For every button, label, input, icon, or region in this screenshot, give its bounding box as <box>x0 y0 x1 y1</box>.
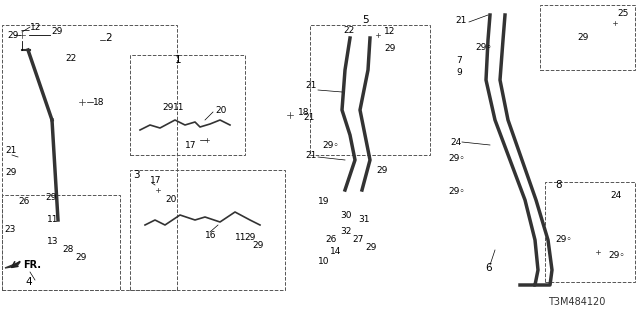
Bar <box>27 220 37 240</box>
Text: —: — <box>21 27 30 36</box>
Text: 29: 29 <box>384 44 396 52</box>
Bar <box>337 110 359 140</box>
Text: FR.: FR. <box>23 260 41 270</box>
Text: 26: 26 <box>18 197 29 206</box>
Text: 18: 18 <box>298 108 310 116</box>
Text: 29: 29 <box>252 241 264 250</box>
Text: 21: 21 <box>305 81 316 90</box>
Text: 22: 22 <box>65 53 76 62</box>
Text: 21: 21 <box>303 113 314 122</box>
Text: 29◦: 29◦ <box>448 154 465 163</box>
Text: 7: 7 <box>456 55 461 65</box>
Text: 3: 3 <box>133 170 140 180</box>
Text: 29◦: 29◦ <box>608 251 625 260</box>
Text: 13: 13 <box>47 237 58 246</box>
Text: 30: 30 <box>340 211 351 220</box>
Text: 26: 26 <box>325 236 337 244</box>
Text: 20: 20 <box>165 196 177 204</box>
Text: 6: 6 <box>485 263 492 273</box>
Text: 16: 16 <box>205 230 216 239</box>
Text: 11: 11 <box>47 215 58 225</box>
Bar <box>20 150 36 180</box>
Text: 29: 29 <box>365 243 376 252</box>
Text: 18: 18 <box>93 98 104 107</box>
Text: 1: 1 <box>175 55 182 65</box>
Text: 29: 29 <box>244 233 255 242</box>
Text: 9: 9 <box>456 68 461 76</box>
Text: 29: 29 <box>75 253 86 262</box>
Text: 24: 24 <box>610 190 621 199</box>
Text: 29: 29 <box>376 165 387 174</box>
Text: 29: 29 <box>7 30 19 39</box>
Text: 17: 17 <box>150 175 161 185</box>
Text: 28: 28 <box>62 245 74 254</box>
Text: 21: 21 <box>455 15 467 25</box>
Text: 12: 12 <box>384 27 396 36</box>
Text: 29◦: 29◦ <box>322 140 339 149</box>
Text: 29: 29 <box>45 194 56 203</box>
Polygon shape <box>5 262 20 268</box>
Text: 29◦: 29◦ <box>448 188 465 196</box>
Text: 20: 20 <box>215 106 227 115</box>
Text: 17: 17 <box>185 140 196 149</box>
Text: 21: 21 <box>305 150 316 159</box>
Text: 21: 21 <box>5 146 17 155</box>
Text: 25: 25 <box>617 9 628 18</box>
Text: 5: 5 <box>362 15 369 25</box>
Text: 22: 22 <box>343 26 355 35</box>
Text: 2: 2 <box>105 33 111 43</box>
Text: 31: 31 <box>358 215 369 225</box>
Text: 32: 32 <box>340 228 351 236</box>
Text: 14: 14 <box>330 247 341 257</box>
Text: 27: 27 <box>352 236 364 244</box>
Text: 4: 4 <box>25 277 31 287</box>
Text: 29: 29 <box>162 102 173 111</box>
Text: T3M484120: T3M484120 <box>548 297 605 307</box>
Text: 29◦: 29◦ <box>475 43 492 52</box>
Text: 29: 29 <box>51 27 62 36</box>
Text: 11: 11 <box>235 233 246 242</box>
Text: 12: 12 <box>30 22 42 31</box>
Text: 24: 24 <box>450 138 461 147</box>
Text: 29: 29 <box>5 167 17 177</box>
Bar <box>583 200 597 220</box>
Text: 23: 23 <box>4 226 15 235</box>
Text: 29◦: 29◦ <box>555 236 572 244</box>
Text: 8: 8 <box>555 180 562 190</box>
Text: 29: 29 <box>577 33 588 42</box>
Text: 11: 11 <box>173 102 184 111</box>
Text: 19: 19 <box>318 197 330 206</box>
Text: 10: 10 <box>318 258 330 267</box>
